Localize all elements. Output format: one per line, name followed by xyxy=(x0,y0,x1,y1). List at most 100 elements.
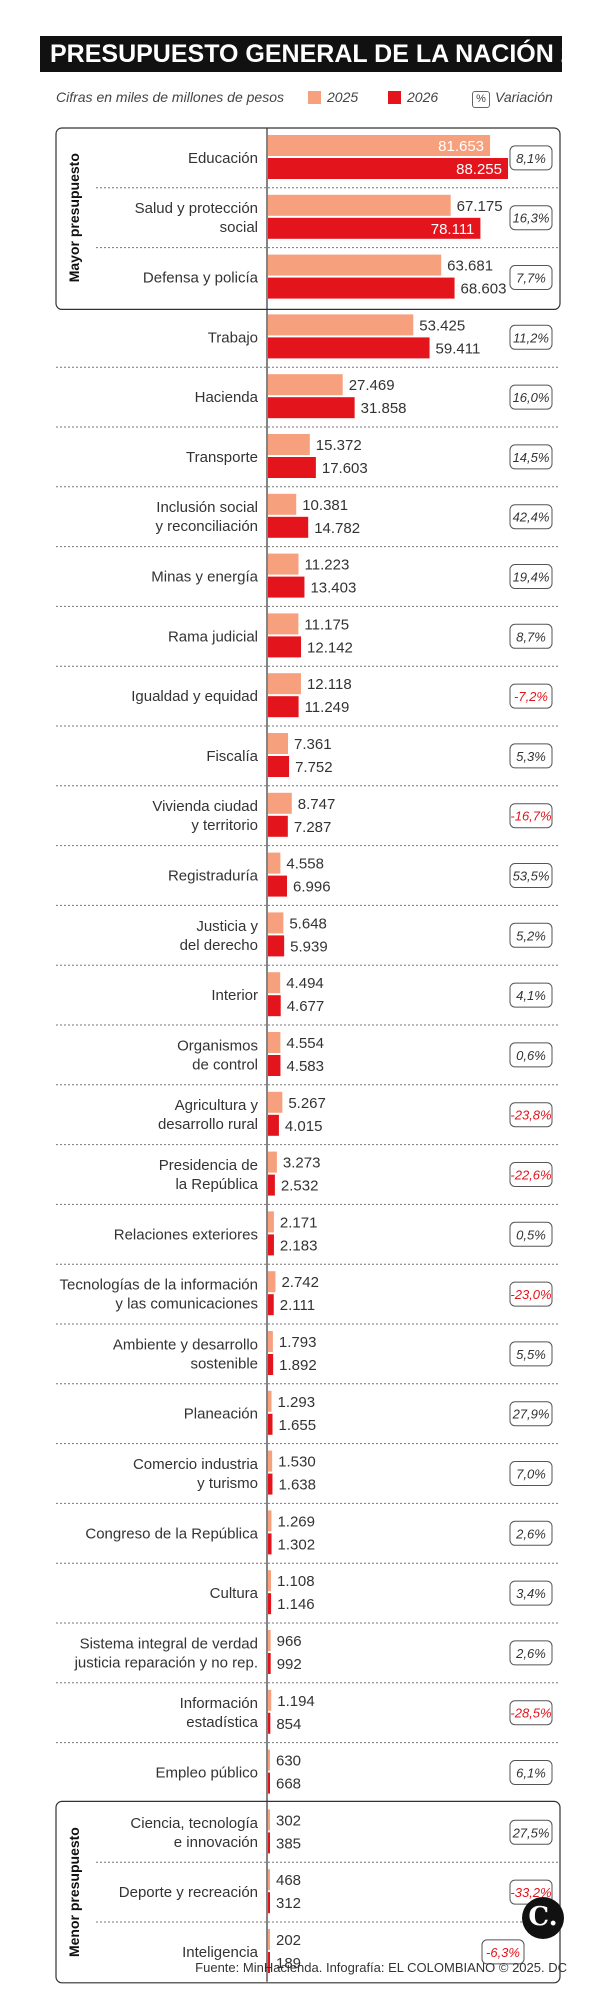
value-label-2026: 11.249 xyxy=(305,699,350,716)
category-row: Educación 81.653 88.255 8,1% xyxy=(188,135,553,179)
bar-2026 xyxy=(268,1593,272,1615)
bar-2026 xyxy=(268,1354,274,1375)
category-row: Empleo público 630 668 6,1% xyxy=(56,1742,560,1794)
value-label-2025: 2.742 xyxy=(281,1274,319,1291)
value-label-2025: 1.108 xyxy=(277,1573,315,1590)
category-label: sostenible xyxy=(190,1355,258,1372)
category-row: Comercio industria y turismo 1.530 1.638 7,0… xyxy=(56,1443,560,1495)
legend: Cifras en miles de millones de pesos 202… xyxy=(56,86,556,108)
category-row: Presidencia de la República 3.273 2.532 -22,… xyxy=(56,1144,560,1196)
category-label: la República xyxy=(175,1176,258,1193)
value-label-2025: 302 xyxy=(276,1812,301,1829)
bar-2025 xyxy=(268,852,281,874)
bar-2026 xyxy=(268,337,430,359)
category-row: Ciencia, tecnología e innovación 302 385 27,… xyxy=(130,1809,553,1854)
category-label: Inteligencia xyxy=(182,1944,259,1961)
value-label-2025: 1.293 xyxy=(278,1394,316,1411)
variation-badge xyxy=(509,1221,553,1247)
bar-2025 xyxy=(268,1331,273,1352)
variation-badge xyxy=(509,982,553,1008)
category-label: Empleo público xyxy=(155,1765,258,1782)
category-label: y territorio xyxy=(191,817,258,834)
category-row: Deporte y recreación 468 312 -33,2% xyxy=(96,1861,560,1914)
bar-2026 xyxy=(268,1174,275,1196)
bar-2026 xyxy=(268,576,305,598)
value-label-2026: 1.302 xyxy=(278,1536,316,1553)
category-row: Hacienda 27.469 31.858 16,0% xyxy=(56,366,560,419)
value-label-2025: 67.175 xyxy=(457,198,503,215)
value-label-2025: 468 xyxy=(276,1872,301,1889)
category-row: Interior 4.494 4.677 4,1% xyxy=(56,964,560,1017)
variation-value: 4,1% xyxy=(516,988,546,1003)
category-label: Fiscalía xyxy=(206,748,258,765)
value-label-2025: 5.648 xyxy=(289,915,327,932)
variation-value: 0,5% xyxy=(516,1227,546,1242)
value-label-2025: 27.469 xyxy=(349,377,395,394)
value-label-2026: 1.638 xyxy=(278,1477,316,1494)
variation-value: 11,2% xyxy=(513,330,549,345)
variation-value: 8,7% xyxy=(516,629,546,644)
value-label-2025: 966 xyxy=(277,1633,302,1650)
legend-2025-swatch xyxy=(308,91,321,104)
bar-2025 xyxy=(268,1630,271,1651)
category-label: Rama judicial xyxy=(168,628,258,645)
variation-value: 5,2% xyxy=(516,928,546,943)
bar-2026 xyxy=(268,1234,274,1256)
variation-value: 53,5% xyxy=(513,869,550,884)
category-row: Defensa y policía 63.681 68.603 7,7% xyxy=(96,247,560,299)
bar-2025 xyxy=(268,1032,281,1053)
variation-badge xyxy=(509,564,553,589)
value-label-2025: 11.223 xyxy=(305,557,350,574)
category-row: Información estadística 1.194 854 -28,5% xyxy=(56,1682,560,1734)
category-label: e innovación xyxy=(174,1834,258,1851)
variation-badge xyxy=(509,444,553,470)
bar-2025 xyxy=(268,1869,270,1891)
variation-value: -33,2% xyxy=(510,1885,551,1900)
category-label: y turismo xyxy=(197,1475,258,1492)
value-label-2025: 1.530 xyxy=(278,1454,316,1471)
value-label-2026: 1.146 xyxy=(277,1596,315,1613)
category-label: Congreso de la República xyxy=(85,1525,258,1542)
legend-2025: 2025 xyxy=(308,89,358,105)
bar-2025 xyxy=(268,912,284,934)
legend-2026-label: 2026 xyxy=(407,89,439,105)
value-label-2026: 992 xyxy=(277,1656,302,1673)
bar-2026 xyxy=(268,1653,271,1674)
value-label-2026: 88.255 xyxy=(456,161,502,178)
bar-2025 xyxy=(268,972,281,994)
variation-badge xyxy=(509,1461,553,1486)
category-row: Fiscalía 7.361 7.752 5,3% xyxy=(56,725,560,777)
category-label: y reconciliación xyxy=(155,518,258,535)
variation-badge xyxy=(509,504,553,530)
value-label-2025: 4.558 xyxy=(286,856,324,873)
category-label: Planeación xyxy=(184,1406,258,1423)
category-label: y las comunicaciones xyxy=(115,1296,258,1313)
category-label: Vivienda ciudad xyxy=(152,798,258,815)
value-label-2025: 10.381 xyxy=(302,497,348,514)
percent-icon: % xyxy=(472,91,490,108)
variation-badge xyxy=(509,1341,553,1367)
category-row: Cultura 1.108 1.146 3,4% xyxy=(56,1562,560,1615)
bar-2026 xyxy=(268,1533,272,1555)
value-label-2025: 1.269 xyxy=(277,1513,315,1530)
value-label-2025: 7.361 xyxy=(294,736,332,753)
bar-2025 xyxy=(268,1570,272,1592)
category-row: Ambiente y desarrollo sostenible 1.793 1.89… xyxy=(56,1323,560,1375)
category-label: Igualdad y equidad xyxy=(131,688,258,705)
value-label-2026: 1.655 xyxy=(279,1417,317,1434)
category-row: Tecnologías de la información y las comun… xyxy=(56,1263,560,1316)
chart-title: PRESUPUESTO GENERAL DE LA NACIÓN 2026 xyxy=(40,36,607,72)
value-label-2026: 12.142 xyxy=(307,639,353,656)
bar-2025 xyxy=(268,1211,274,1233)
legend-variation: % Variación xyxy=(472,89,553,108)
variation-value: 27,5% xyxy=(512,1825,550,1840)
bar-2026 xyxy=(268,217,481,239)
value-label-2025: 81.653 xyxy=(438,138,484,155)
variation-value: 19,4% xyxy=(513,570,550,585)
value-label-2025: 53.425 xyxy=(419,317,465,334)
group-label-top: Mayor presupuesto xyxy=(66,153,82,282)
variation-value: 2,6% xyxy=(515,1526,546,1541)
category-label: Educación xyxy=(188,150,258,167)
variation-badge xyxy=(509,623,553,649)
